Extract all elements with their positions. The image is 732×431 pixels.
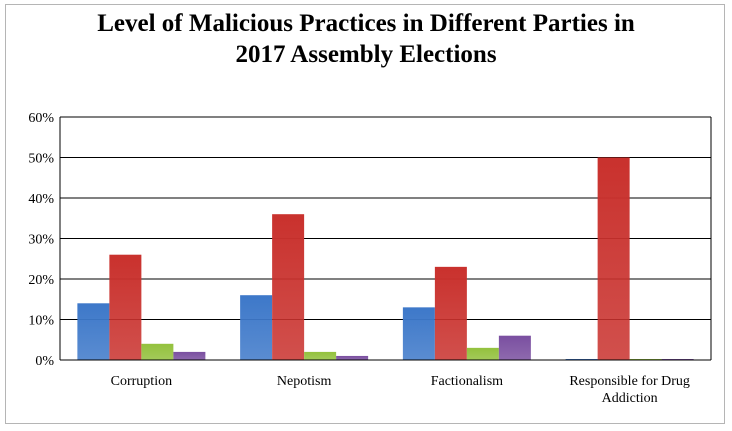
bar-2-3 [434, 266, 467, 360]
bar-2-4 [597, 157, 630, 360]
bar-3-2 [304, 351, 337, 360]
bars [77, 157, 694, 360]
bar-2-2 [272, 214, 305, 360]
bar-1-3 [402, 307, 435, 360]
bar-3-3 [466, 347, 499, 360]
y-tick-label: 40% [28, 192, 54, 207]
chart-title: Level of Malicious Practices in Differen… [0, 8, 732, 70]
bar-3-1 [141, 343, 174, 360]
y-tick-label: 10% [28, 314, 54, 329]
bar-4-2 [336, 355, 369, 360]
y-tick-label: 60% [28, 111, 54, 126]
category-labels: Corruption Nepotism Factionalism Responsibl… [111, 374, 690, 406]
y-tick-label: 50% [28, 152, 54, 167]
chart-title-line-2: 2017 Assembly Elections [235, 41, 497, 68]
category-label: Nepotism [277, 374, 332, 389]
chart-title-line-1: Level of Malicious Practices in Differen… [97, 10, 635, 37]
category-label: Corruption [111, 374, 172, 389]
bar-1-1 [77, 303, 110, 360]
category-label: Responsible for Drug Addiction [569, 374, 690, 406]
bar-4-1 [173, 351, 206, 360]
y-tick-label: 30% [28, 233, 54, 248]
axes [59, 117, 712, 361]
y-tick-label: 0% [35, 354, 54, 369]
bar-4-3 [498, 335, 531, 360]
bar-2-1 [109, 254, 142, 360]
category-label: Factionalism [431, 374, 503, 389]
y-tick-labels: 0% 10% 20% 30% 40% 50% 60% [28, 111, 54, 369]
bar-1-2 [240, 295, 273, 360]
y-tick-label: 20% [28, 273, 54, 288]
